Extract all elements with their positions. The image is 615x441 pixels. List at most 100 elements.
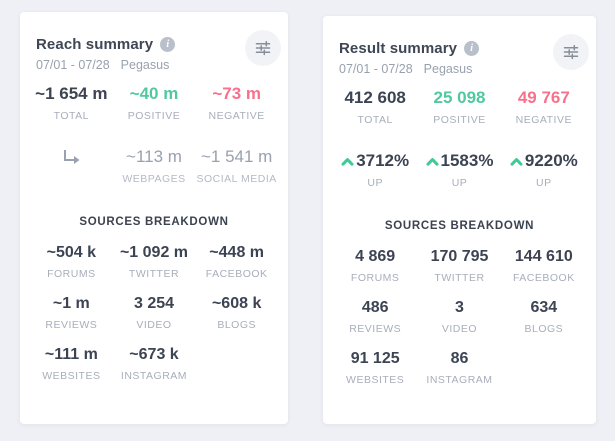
stat-value: ~1 m xyxy=(52,295,90,312)
stat-value: ~73 m xyxy=(212,84,261,103)
project-name: Pegasus xyxy=(120,58,170,72)
stat-value: 49 767 xyxy=(517,88,570,107)
stat-value: ~504 k xyxy=(46,244,97,261)
settings-button[interactable] xyxy=(553,34,589,70)
stat-total: 412 608 TOTAL xyxy=(333,88,417,126)
stat-label: UP xyxy=(536,177,552,189)
stat-positive: 25 098 POSITIVE xyxy=(417,88,501,126)
stat-label: TWITTER xyxy=(434,272,485,284)
stat-social-media: ~1 541 m SOCIAL MEDIA xyxy=(195,147,278,185)
info-icon[interactable]: i xyxy=(464,41,480,56)
stat-value: 412 608 xyxy=(344,88,406,107)
reach-summary-card: Reach summary i 07/01 - 07/28 Pegasus xyxy=(20,12,288,424)
breakdown-facebook: ~448 m FACEBOOK xyxy=(195,244,278,280)
stat-label: TWITTER xyxy=(128,268,180,280)
stat-value: 486 xyxy=(361,299,389,316)
stat-value: 86 xyxy=(450,350,469,367)
breakdown-websites: 91 125 WEBSITES xyxy=(333,350,417,386)
stat-value: 3 xyxy=(455,299,464,316)
stat-value: 1583% xyxy=(440,151,494,170)
stat-value: ~111 m xyxy=(44,346,98,363)
sources-breakdown-title: SOURCES BREAKDOWN xyxy=(79,216,229,228)
stat-label: FORUMS xyxy=(350,272,400,284)
stat-value: ~113 m xyxy=(126,147,182,166)
breakdown-forums: 4 869 FORUMS xyxy=(333,248,417,284)
breakdown-video: 3 VIDEO xyxy=(417,299,501,335)
stat-label: WEBSITES xyxy=(42,370,101,382)
date-range: 07/01 - 07/28 xyxy=(339,62,413,76)
breakdown-forums: ~504 k FORUMS xyxy=(30,244,113,280)
card-header: Reach summary i 07/01 - 07/28 Pegasus xyxy=(20,12,288,72)
stat-value: ~608 k xyxy=(211,295,262,312)
caret-up-icon xyxy=(426,157,439,166)
stat-value: 144 610 xyxy=(514,248,573,265)
stat-value: 91 125 xyxy=(350,350,400,367)
caret-up-icon xyxy=(510,157,523,166)
stat-label: BLOGS xyxy=(217,319,256,331)
stat-label: INSTAGRAM xyxy=(120,370,188,382)
stat-label: FORUMS xyxy=(47,268,96,280)
stat-label: FACEBOOK xyxy=(205,268,268,280)
card-title: Reach summary xyxy=(36,36,154,53)
stat-label: INSTAGRAM xyxy=(426,374,493,386)
stat-label: POSITIVE xyxy=(127,110,181,122)
stat-positive-up: 1583% UP xyxy=(417,151,501,189)
stat-value: 634 xyxy=(530,299,558,316)
stat-value: ~1 654 m xyxy=(35,84,108,103)
sources-breakdown-title: SOURCES BREAKDOWN xyxy=(384,220,535,232)
breakdown-blogs: ~608 k BLOGS xyxy=(195,295,278,331)
stat-label: UP xyxy=(451,177,468,189)
stat-negative-up: 9220% UP xyxy=(502,151,586,189)
stat-webpages: ~113 m WEBPAGES xyxy=(113,147,196,185)
stat-label: SOCIAL MEDIA xyxy=(196,173,277,185)
breakdown-twitter: 170 795 TWITTER xyxy=(417,248,501,284)
info-icon[interactable]: i xyxy=(160,37,176,52)
stat-label: REVIEWS xyxy=(349,323,402,335)
breakdown-blogs: 634 BLOGS xyxy=(502,299,586,335)
stat-value: 9220% xyxy=(524,151,578,170)
stat-total: ~1 654 m TOTAL xyxy=(30,84,113,122)
card-title: Result summary xyxy=(339,40,458,57)
stat-label: TOTAL xyxy=(53,110,90,122)
sources-breakdown-grid: 4 869 FORUMS 170 795 TWITTER 144 610 FAC… xyxy=(323,248,596,386)
stat-label: WEBSITES xyxy=(346,374,405,386)
stat-total-up: 3712% UP xyxy=(333,151,417,189)
breakdown-twitter: ~1 092 m TWITTER xyxy=(113,244,196,280)
stat-label: FACEBOOK xyxy=(512,272,575,284)
stat-label: VIDEO xyxy=(136,319,172,331)
breakdown-instagram: 86 INSTAGRAM xyxy=(417,350,501,386)
stat-label: BLOGS xyxy=(524,323,564,335)
sliders-icon xyxy=(563,44,579,60)
sliders-icon xyxy=(255,40,271,56)
stat-label: NEGATIVE xyxy=(208,110,265,122)
breakdown-reviews: ~1 m REVIEWS xyxy=(30,295,113,331)
secondary-stats-row: ~113 m WEBPAGES ~1 541 m SOCIAL MEDIA xyxy=(20,147,288,185)
breakdown-facebook: 144 610 FACEBOOK xyxy=(502,248,586,284)
settings-button[interactable] xyxy=(245,30,281,66)
stat-label: TOTAL xyxy=(357,114,393,126)
breakdown-instagram: ~673 k INSTAGRAM xyxy=(113,346,196,382)
card-header: Result summary i 07/01 - 07/28 Pegasus xyxy=(323,16,596,76)
caret-up-icon xyxy=(341,157,354,166)
stat-label: VIDEO xyxy=(441,323,478,335)
stat-value: 170 795 xyxy=(430,248,489,265)
sources-breakdown-grid: ~504 k FORUMS ~1 092 m TWITTER ~448 m FA… xyxy=(20,244,288,382)
stat-value: 3 254 xyxy=(133,295,175,312)
stat-value: ~1 092 m xyxy=(119,244,189,261)
project-name: Pegasus xyxy=(423,62,473,76)
stat-label: WEBPAGES xyxy=(122,173,186,185)
stat-negative: ~73 m NEGATIVE xyxy=(195,84,278,122)
date-range: 07/01 - 07/28 xyxy=(36,58,110,72)
stat-value: 3712% xyxy=(356,151,410,170)
stat-value: 25 098 xyxy=(433,88,486,107)
stat-value: ~1 541 m xyxy=(200,147,273,166)
stat-positive: ~40 m POSITIVE xyxy=(113,84,196,122)
breakdown-reviews: 486 REVIEWS xyxy=(333,299,417,335)
stat-label: NEGATIVE xyxy=(515,114,572,126)
stat-negative: 49 767 NEGATIVE xyxy=(502,88,586,126)
stat-label: UP xyxy=(367,177,383,189)
stat-value: 4 869 xyxy=(355,248,396,265)
stats-row: ~1 654 m TOTAL ~40 m POSITIVE ~73 m NEGA… xyxy=(20,84,288,122)
stat-label: POSITIVE xyxy=(433,114,486,126)
result-summary-card: Result summary i 07/01 - 07/28 Pegasus xyxy=(323,16,596,424)
